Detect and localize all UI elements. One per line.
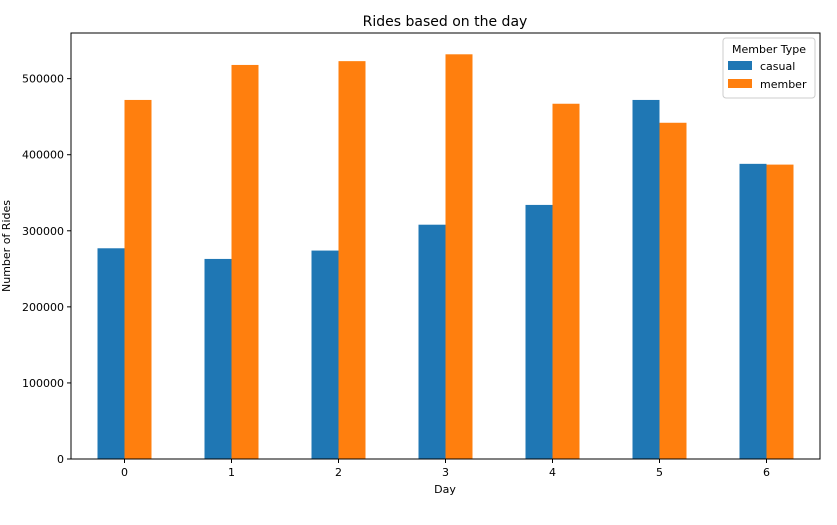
x-axis: 0 1 2 3 4 5 6 bbox=[121, 459, 770, 479]
chart-title: Rides based on the day bbox=[363, 14, 528, 30]
bar-casual-day-3 bbox=[418, 224, 446, 459]
x-tick-label: 4 bbox=[549, 466, 556, 479]
bar-casual-day-5 bbox=[632, 99, 660, 459]
x-axis-label: Day bbox=[434, 483, 456, 496]
x-tick-label: 5 bbox=[656, 466, 663, 479]
bar-member-day-6 bbox=[766, 164, 794, 459]
bars-layer bbox=[97, 54, 794, 460]
legend-swatch-member bbox=[728, 79, 752, 88]
x-tick-label: 1 bbox=[228, 466, 235, 479]
y-axis-label: Number of Rides bbox=[0, 200, 13, 292]
x-tick-label: 2 bbox=[335, 466, 342, 479]
y-tick-label: 300000 bbox=[22, 225, 64, 238]
y-tick-label: 400000 bbox=[22, 149, 64, 162]
bar-casual-day-4 bbox=[525, 204, 553, 459]
bar-member-day-0 bbox=[124, 99, 152, 459]
bar-casual-day-1 bbox=[204, 258, 232, 459]
y-tick-label: 200000 bbox=[22, 301, 64, 314]
y-tick-label: 0 bbox=[57, 453, 64, 466]
y-tick-label: 500000 bbox=[22, 73, 64, 86]
bar-casual-day-0 bbox=[97, 248, 125, 459]
x-tick-label: 3 bbox=[442, 466, 449, 479]
y-tick-label: 100000 bbox=[22, 377, 64, 390]
x-tick-label: 0 bbox=[121, 466, 128, 479]
bar-member-day-2 bbox=[338, 61, 366, 460]
bar-member-day-5 bbox=[659, 122, 687, 459]
bar-casual-day-6 bbox=[739, 163, 767, 460]
legend-title: Member Type bbox=[732, 43, 806, 56]
bar-member-day-3 bbox=[445, 54, 473, 460]
y-axis: 0 100000 200000 300000 400000 500000 bbox=[22, 73, 71, 466]
legend-label-member: member bbox=[760, 78, 807, 91]
legend-label-casual: casual bbox=[760, 60, 795, 73]
x-tick-label: 6 bbox=[763, 466, 770, 479]
bar-casual-day-2 bbox=[311, 250, 339, 459]
bar-member-day-4 bbox=[552, 103, 580, 459]
bar-member-day-1 bbox=[231, 64, 259, 459]
legend: Member Type casual member bbox=[722, 37, 816, 99]
legend-swatch-casual bbox=[728, 61, 752, 70]
